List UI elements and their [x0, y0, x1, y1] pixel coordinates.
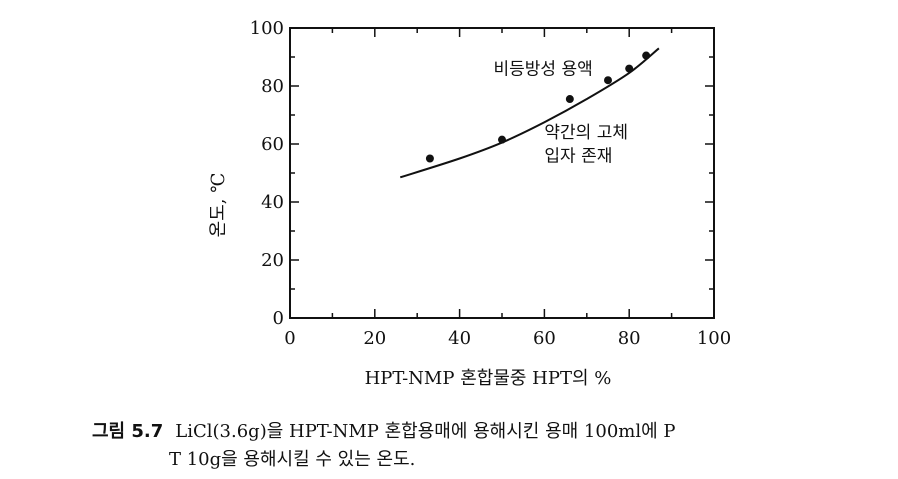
data-point: [604, 76, 612, 85]
x-tick-label: 60: [533, 328, 556, 349]
data-point: [642, 51, 651, 60]
annotation-label: 입자 존재: [544, 146, 612, 166]
data-point: [625, 64, 634, 73]
data-point: [498, 135, 506, 144]
y-tick-label: 0: [273, 308, 284, 329]
caption-line-1: LiCl(3.6g)을 HPT-NMP 혼합용매에 용해시킨 용매 100ml에…: [175, 421, 676, 442]
y-tick-label: 40: [261, 192, 284, 213]
y-tick-label: 100: [250, 18, 284, 39]
y-tick-label: 20: [261, 250, 284, 271]
annotation-label: 약간의 고체: [544, 123, 628, 143]
y-tick-label: 80: [261, 76, 284, 97]
caption-label: 그림 5.7: [92, 421, 164, 442]
data-point: [565, 95, 574, 104]
x-tick-label: 40: [448, 328, 471, 349]
x-tick-label: 100: [697, 328, 731, 349]
y-axis-label: 온도, ℃: [208, 173, 229, 238]
axis-ticks: [289, 27, 715, 319]
x-tick-label: 20: [363, 328, 386, 349]
annotation-label: 비등방성 용액: [494, 59, 593, 79]
y-tick-labels: 0 20 40 60 80 100: [250, 18, 284, 329]
x-tick-label: 80: [618, 328, 641, 349]
x-tick-labels: 0 20 40 60 80 100: [284, 328, 731, 349]
data-points: [425, 51, 651, 163]
fit-curve: [399, 47, 660, 179]
x-axis-label: HPT-NMP 혼합물중 HPT의 %: [365, 368, 612, 389]
data-point: [425, 154, 434, 163]
x-tick-label: 0: [284, 328, 295, 349]
y-tick-label: 60: [261, 134, 284, 155]
figure-caption: 그림 5.7 LiCl(3.6g)을 HPT-NMP 혼합용매에 용해시킨 용매 …: [92, 418, 892, 474]
caption-line-2: T 10g을 용해시킬 수 있는 온도.: [169, 449, 416, 470]
